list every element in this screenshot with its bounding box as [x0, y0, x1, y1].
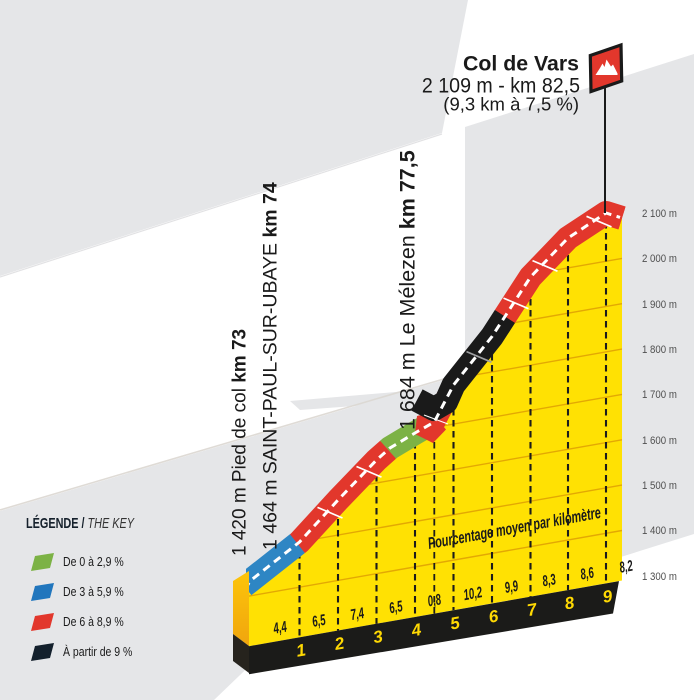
svg-text:LÉGENDE / THE KEY: LÉGENDE / THE KEY: [26, 514, 135, 531]
svg-text:6,5: 6,5: [311, 610, 328, 630]
svg-text:9: 9: [601, 586, 614, 606]
svg-text:1 684 m Le Mélezen km 77,5: 1 684 m Le Mélezen km 77,5: [396, 150, 420, 430]
svg-text:6: 6: [487, 606, 500, 626]
svg-text:À partir de 9 %: À partir de 9 %: [63, 645, 132, 659]
svg-text:1: 1: [295, 640, 308, 660]
svg-text:4: 4: [409, 620, 423, 641]
svg-text:2 109 m - km 82,5: 2 109 m - km 82,5: [422, 75, 580, 98]
svg-text:De 6 à 8,9 %: De 6 à 8,9 %: [63, 616, 124, 629]
svg-text:8: 8: [563, 593, 576, 613]
svg-text:Col de Vars: Col de Vars: [463, 52, 579, 76]
svg-text:2 100 m: 2 100 m: [642, 207, 677, 220]
svg-text:8,2: 8,2: [618, 556, 635, 576]
svg-text:2 000 m: 2 000 m: [642, 252, 677, 265]
svg-text:2: 2: [332, 633, 346, 654]
svg-text:9,9: 9,9: [503, 576, 520, 596]
svg-text:7,4: 7,4: [349, 604, 365, 624]
svg-text:1 464 m SAINT-PAUL-SUR-UBAYE k: 1 464 m SAINT-PAUL-SUR-UBAYE km 74: [260, 182, 282, 550]
svg-text:1 800 m: 1 800 m: [642, 343, 677, 356]
svg-text:(9,3 km à 7,5 %): (9,3 km à 7,5 %): [443, 94, 579, 115]
svg-text:10,2: 10,2: [462, 583, 484, 604]
svg-text:1 600 m: 1 600 m: [642, 434, 677, 447]
svg-text:De 0 à 2,9 %: De 0 à 2,9 %: [63, 556, 124, 569]
svg-text:5: 5: [449, 613, 462, 633]
svg-text:1 700 m: 1 700 m: [642, 388, 677, 401]
svg-text:3: 3: [372, 627, 385, 647]
svg-text:8,3: 8,3: [541, 570, 558, 590]
svg-text:1 900 m: 1 900 m: [642, 298, 677, 311]
svg-text:1 400 m: 1 400 m: [642, 524, 677, 537]
svg-text:4,4: 4,4: [271, 617, 288, 637]
svg-text:1 420 m Pied de col km 73: 1 420 m Pied de col km 73: [230, 329, 251, 556]
svg-text:De 3 à 5,9 %: De 3 à 5,9 %: [63, 586, 124, 599]
svg-text:0,8: 0,8: [426, 590, 443, 610]
svg-text:6,5: 6,5: [388, 597, 405, 617]
svg-text:8,6: 8,6: [579, 563, 596, 583]
svg-text:1 500 m: 1 500 m: [642, 479, 677, 492]
svg-text:1 300 m: 1 300 m: [642, 570, 677, 583]
